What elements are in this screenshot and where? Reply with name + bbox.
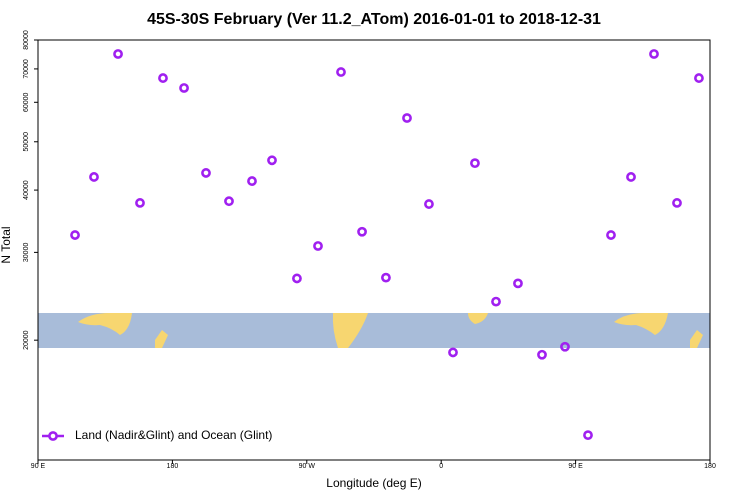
legend-label: Land (Nadir&Glint) and Ocean (Glint)	[75, 428, 272, 442]
point	[491, 296, 501, 307]
point	[267, 155, 277, 166]
point	[247, 176, 257, 186]
y-tick-label: 50000	[23, 132, 30, 152]
point	[672, 198, 682, 208]
point	[560, 341, 570, 352]
point	[89, 172, 99, 182]
x-tick-label: 180	[704, 463, 716, 470]
x-tick-label: 90 E	[31, 463, 46, 470]
map-band	[38, 313, 710, 348]
point	[179, 83, 189, 93]
point	[424, 199, 434, 209]
x-tick-label: 180	[167, 463, 179, 470]
point	[513, 278, 523, 289]
y-tick-label: 60000	[23, 92, 30, 112]
point	[313, 241, 323, 251]
point	[357, 226, 367, 237]
point	[606, 230, 616, 240]
point	[224, 196, 234, 207]
point	[694, 73, 704, 83]
y-tick-label: 40000	[23, 180, 30, 200]
plot-frame	[37, 39, 711, 461]
x-tick-label: 90 E	[568, 463, 583, 470]
point	[201, 168, 211, 178]
chart-title: 45S-30S February (Ver 11.2_ATom) 2016-01…	[147, 11, 601, 28]
point	[626, 172, 636, 182]
y-tick-label: 70000	[23, 59, 30, 79]
x-axis-label: Longitude (deg E)	[326, 476, 421, 490]
point	[336, 67, 346, 77]
x-tick-label: 0	[439, 463, 443, 470]
y-tick-label: 20000	[23, 330, 30, 350]
point	[135, 198, 145, 208]
y-tick-label: 80000	[23, 30, 30, 50]
legend-marker	[48, 431, 58, 441]
point	[583, 430, 593, 441]
point	[113, 49, 123, 59]
point	[402, 113, 412, 123]
y-axis-label: N Total	[0, 226, 13, 263]
point	[381, 272, 391, 283]
point	[158, 73, 168, 83]
point	[537, 349, 547, 360]
point	[470, 158, 480, 169]
y-tick-label: 30000	[23, 243, 30, 263]
point	[649, 49, 659, 59]
point	[70, 230, 80, 240]
x-tick-label: 90 W	[299, 463, 316, 470]
point	[292, 273, 302, 284]
point	[448, 347, 458, 358]
